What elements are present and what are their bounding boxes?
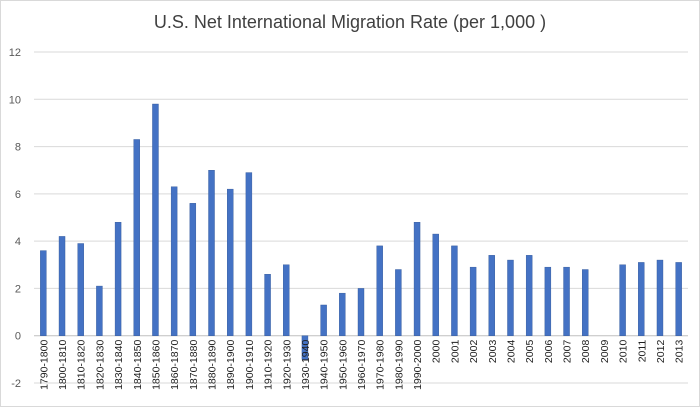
x-tick-label: 2012 xyxy=(655,340,667,364)
bar xyxy=(320,304,327,336)
y-axis-tick-labels: -2 0 2 4 6 8 10 12 xyxy=(9,47,21,390)
x-tick-label: 1880-1890 xyxy=(207,340,219,390)
x-tick-label: 2002 xyxy=(468,340,480,364)
y-tick-label: 6 xyxy=(15,189,21,201)
x-tick-label: 1860-1870 xyxy=(169,340,181,390)
bar xyxy=(413,222,421,336)
bar xyxy=(656,259,664,336)
bar xyxy=(133,139,140,336)
bar xyxy=(451,245,458,336)
x-tick-label: 1980-1990 xyxy=(393,340,405,390)
bar xyxy=(339,292,346,336)
x-tick-label: 1840-1850 xyxy=(132,340,144,390)
bar xyxy=(525,255,533,336)
bar xyxy=(395,269,402,336)
x-tick-label: 2000 xyxy=(431,340,443,364)
chart-title: U.S. Net International Migration Rate (p… xyxy=(153,12,547,32)
bar xyxy=(357,288,365,336)
bar xyxy=(208,170,215,336)
x-tick-label: 1890-1900 xyxy=(225,340,237,390)
y-tick-label: -2 xyxy=(11,378,21,390)
x-tick-label: 1970-1980 xyxy=(375,340,387,390)
bar xyxy=(619,264,626,336)
bar xyxy=(114,222,122,336)
y-tick-label: 12 xyxy=(9,47,21,59)
bar xyxy=(675,262,682,336)
x-tick-label: 1960-1970 xyxy=(356,340,368,390)
x-tick-label: 1950-1960 xyxy=(337,340,349,390)
bar xyxy=(40,250,47,336)
bar xyxy=(189,203,197,336)
x-tick-label: 2007 xyxy=(562,340,574,364)
x-tick-label: 1920-1930 xyxy=(281,340,293,390)
x-tick-label: 1820-1830 xyxy=(94,340,106,390)
bar xyxy=(170,186,178,336)
x-tick-label: 2013 xyxy=(674,340,686,364)
x-tick-label: 1870-1880 xyxy=(188,340,200,390)
x-tick-label: 2004 xyxy=(505,340,517,364)
x-tick-label: 1930-1940 xyxy=(300,340,312,390)
x-tick-label: 1810-1820 xyxy=(76,340,88,390)
bars xyxy=(40,103,682,360)
y-tick-label: 2 xyxy=(15,283,21,295)
y-tick-label: 10 xyxy=(9,94,21,106)
x-tick-label: 2009 xyxy=(599,340,611,364)
bar xyxy=(507,259,514,336)
x-tick-label: 1850-1860 xyxy=(150,340,162,390)
bar xyxy=(376,245,383,336)
x-tick-label: 1940-1950 xyxy=(319,340,331,390)
x-tick-label: 1900-1910 xyxy=(244,340,256,390)
x-tick-label: 1800-1810 xyxy=(57,340,69,390)
x-tick-label: 2001 xyxy=(449,340,461,364)
x-tick-label: 1990-2000 xyxy=(412,340,424,390)
bar xyxy=(245,172,253,336)
bar xyxy=(264,274,271,336)
y-tick-label: 0 xyxy=(15,331,21,343)
x-tick-label: 2006 xyxy=(543,340,555,364)
x-tick-label: 2011 xyxy=(636,340,648,363)
x-tick-label: 1910-1920 xyxy=(263,340,275,390)
bar xyxy=(563,266,570,336)
bar xyxy=(152,103,159,336)
bar xyxy=(469,266,477,336)
bar xyxy=(544,266,552,336)
bar xyxy=(226,188,234,336)
bar xyxy=(77,243,84,336)
bar xyxy=(638,262,645,336)
y-tick-label: 8 xyxy=(15,142,21,154)
bar xyxy=(432,233,439,336)
x-tick-label: 2010 xyxy=(618,340,630,364)
bar xyxy=(96,285,103,336)
bar xyxy=(58,236,66,336)
x-tick-label: 2003 xyxy=(487,340,499,364)
x-tick-label: 2008 xyxy=(580,340,592,364)
bar xyxy=(301,335,309,360)
bar xyxy=(283,264,290,336)
bar xyxy=(488,255,495,336)
x-tick-label: 1790-1800 xyxy=(38,340,50,390)
bar xyxy=(582,269,589,336)
y-tick-label: 4 xyxy=(15,236,21,248)
x-tick-label: 2005 xyxy=(524,340,536,364)
x-tick-label: 1830-1840 xyxy=(113,340,125,390)
x-axis-tick-labels: 1790-1800 1800-1810 1810-1820 1820-1830 1830… xyxy=(38,340,685,390)
